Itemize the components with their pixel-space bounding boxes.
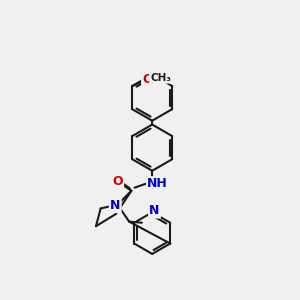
Text: CH₃: CH₃ (150, 73, 171, 82)
Text: NH: NH (147, 177, 168, 190)
Text: N: N (149, 204, 160, 217)
Text: O: O (142, 73, 153, 85)
Text: O: O (112, 175, 123, 188)
Text: N: N (110, 199, 120, 212)
